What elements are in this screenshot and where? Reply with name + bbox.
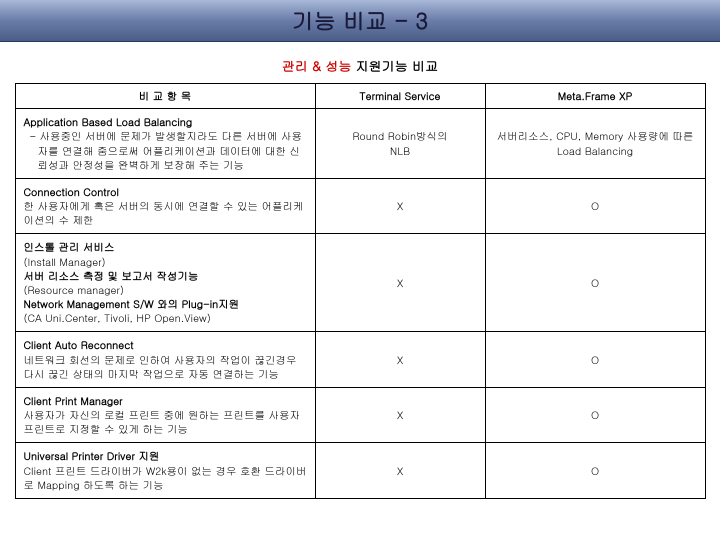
desc-body: Client 프린트 드라이버가 W2k용이 없는 경우 호환 드라이버로 Ma… [24, 464, 307, 492]
row-description: Connection Control한 사용자에게 혹은 서버의 동시에 연결할… [15, 178, 315, 234]
desc-body: - 사용중인 서버에 문제가 발생할지라도 다른 서버에 사용자를 연결해 줌으… [24, 129, 307, 172]
cell-terminal-service: X [315, 387, 485, 443]
cell-metaframe: 서버리소스, CPU, Memory 사용량에 따른 Load Balancin… [485, 109, 705, 179]
subtitle-highlight: 관리 & 성능 [282, 56, 352, 75]
desc-body: 네트워크 회선의 문제로 인하여 사용자의 작업이 끊긴경우 다시 끊긴 상태의… [24, 353, 307, 381]
cell-terminal-service: X [315, 234, 485, 332]
comparison-table: 비 교 항 목 Terminal Service Meta.Frame XP A… [15, 83, 706, 499]
table-row: Connection Control한 사용자에게 혹은 서버의 동시에 연결할… [15, 178, 705, 234]
cell-metaframe: O [485, 387, 705, 443]
table-row: Client Auto Reconnect네트워크 회선의 문제로 인하여 사용… [15, 332, 705, 388]
table-row: Universal Printer Driver 지원Client 프린트 드라… [15, 443, 705, 499]
desc-line: 인스톨 관리 서비스 [24, 240, 307, 254]
row-description: 인스톨 관리 서비스(Install Manager)서버 리소스 측정 및 보… [15, 234, 315, 332]
desc-title: Client Print Manager [24, 394, 307, 408]
desc-line: (Resource manager) [24, 283, 307, 297]
desc-line: (CA Uni.Center, Tivoli, HP Open.View) [24, 311, 307, 325]
cell-metaframe: O [485, 178, 705, 234]
desc-title: Universal Printer Driver 지원 [24, 449, 307, 463]
desc-title: Application Based Load Balancing [24, 115, 307, 129]
cell-terminal-service: Round Robin방식의NLB [315, 109, 485, 179]
desc-title: Connection Control [24, 185, 307, 199]
desc-line: 서버 리소스 측정 및 보고서 작성기능 [24, 269, 307, 283]
table-body: Application Based Load Balancing- 사용중인 서… [15, 109, 705, 499]
desc-line: (Install Manager) [24, 255, 307, 269]
desc-body: 사용자가 자신의 로컬 프린트 중에 원하는 프린트를 사용자 프린트로 지정할… [24, 408, 307, 436]
desc-title: Client Auto Reconnect [24, 338, 307, 352]
cell-terminal-service: X [315, 443, 485, 499]
table-header-row: 비 교 항 목 Terminal Service Meta.Frame XP [15, 84, 705, 109]
title-bar: 기능 비교 - 3 [0, 0, 720, 42]
cell-terminal-service: X [315, 332, 485, 388]
cell-terminal-service: X [315, 178, 485, 234]
col-header-terminal: Terminal Service [315, 84, 485, 109]
desc-body: 한 사용자에게 혹은 서버의 동시에 연결할 수 있는 어플리케이션의 수 제한 [24, 199, 307, 227]
table-row: Client Print Manager사용자가 자신의 로컬 프린트 중에 원… [15, 387, 705, 443]
col-header-item: 비 교 항 목 [15, 84, 315, 109]
table-row: 인스톨 관리 서비스(Install Manager)서버 리소스 측정 및 보… [15, 234, 705, 332]
cell-metaframe: O [485, 443, 705, 499]
col-header-metaframe: Meta.Frame XP [485, 84, 705, 109]
row-description: Client Print Manager사용자가 자신의 로컬 프린트 중에 원… [15, 387, 315, 443]
desc-line: Network Management S/W 와의 Plug-in지원 [24, 297, 307, 311]
row-description: Client Auto Reconnect네트워크 회선의 문제로 인하여 사용… [15, 332, 315, 388]
subtitle-rest: 지원기능 비교 [351, 56, 438, 75]
cell-metaframe: O [485, 234, 705, 332]
page-title: 기능 비교 - 3 [292, 5, 428, 36]
table-row: Application Based Load Balancing- 사용중인 서… [15, 109, 705, 179]
row-description: Universal Printer Driver 지원Client 프린트 드라… [15, 443, 315, 499]
cell-metaframe: O [485, 332, 705, 388]
row-description: Application Based Load Balancing- 사용중인 서… [15, 109, 315, 179]
subtitle: 관리 & 성능 지원기능 비교 [0, 42, 720, 83]
